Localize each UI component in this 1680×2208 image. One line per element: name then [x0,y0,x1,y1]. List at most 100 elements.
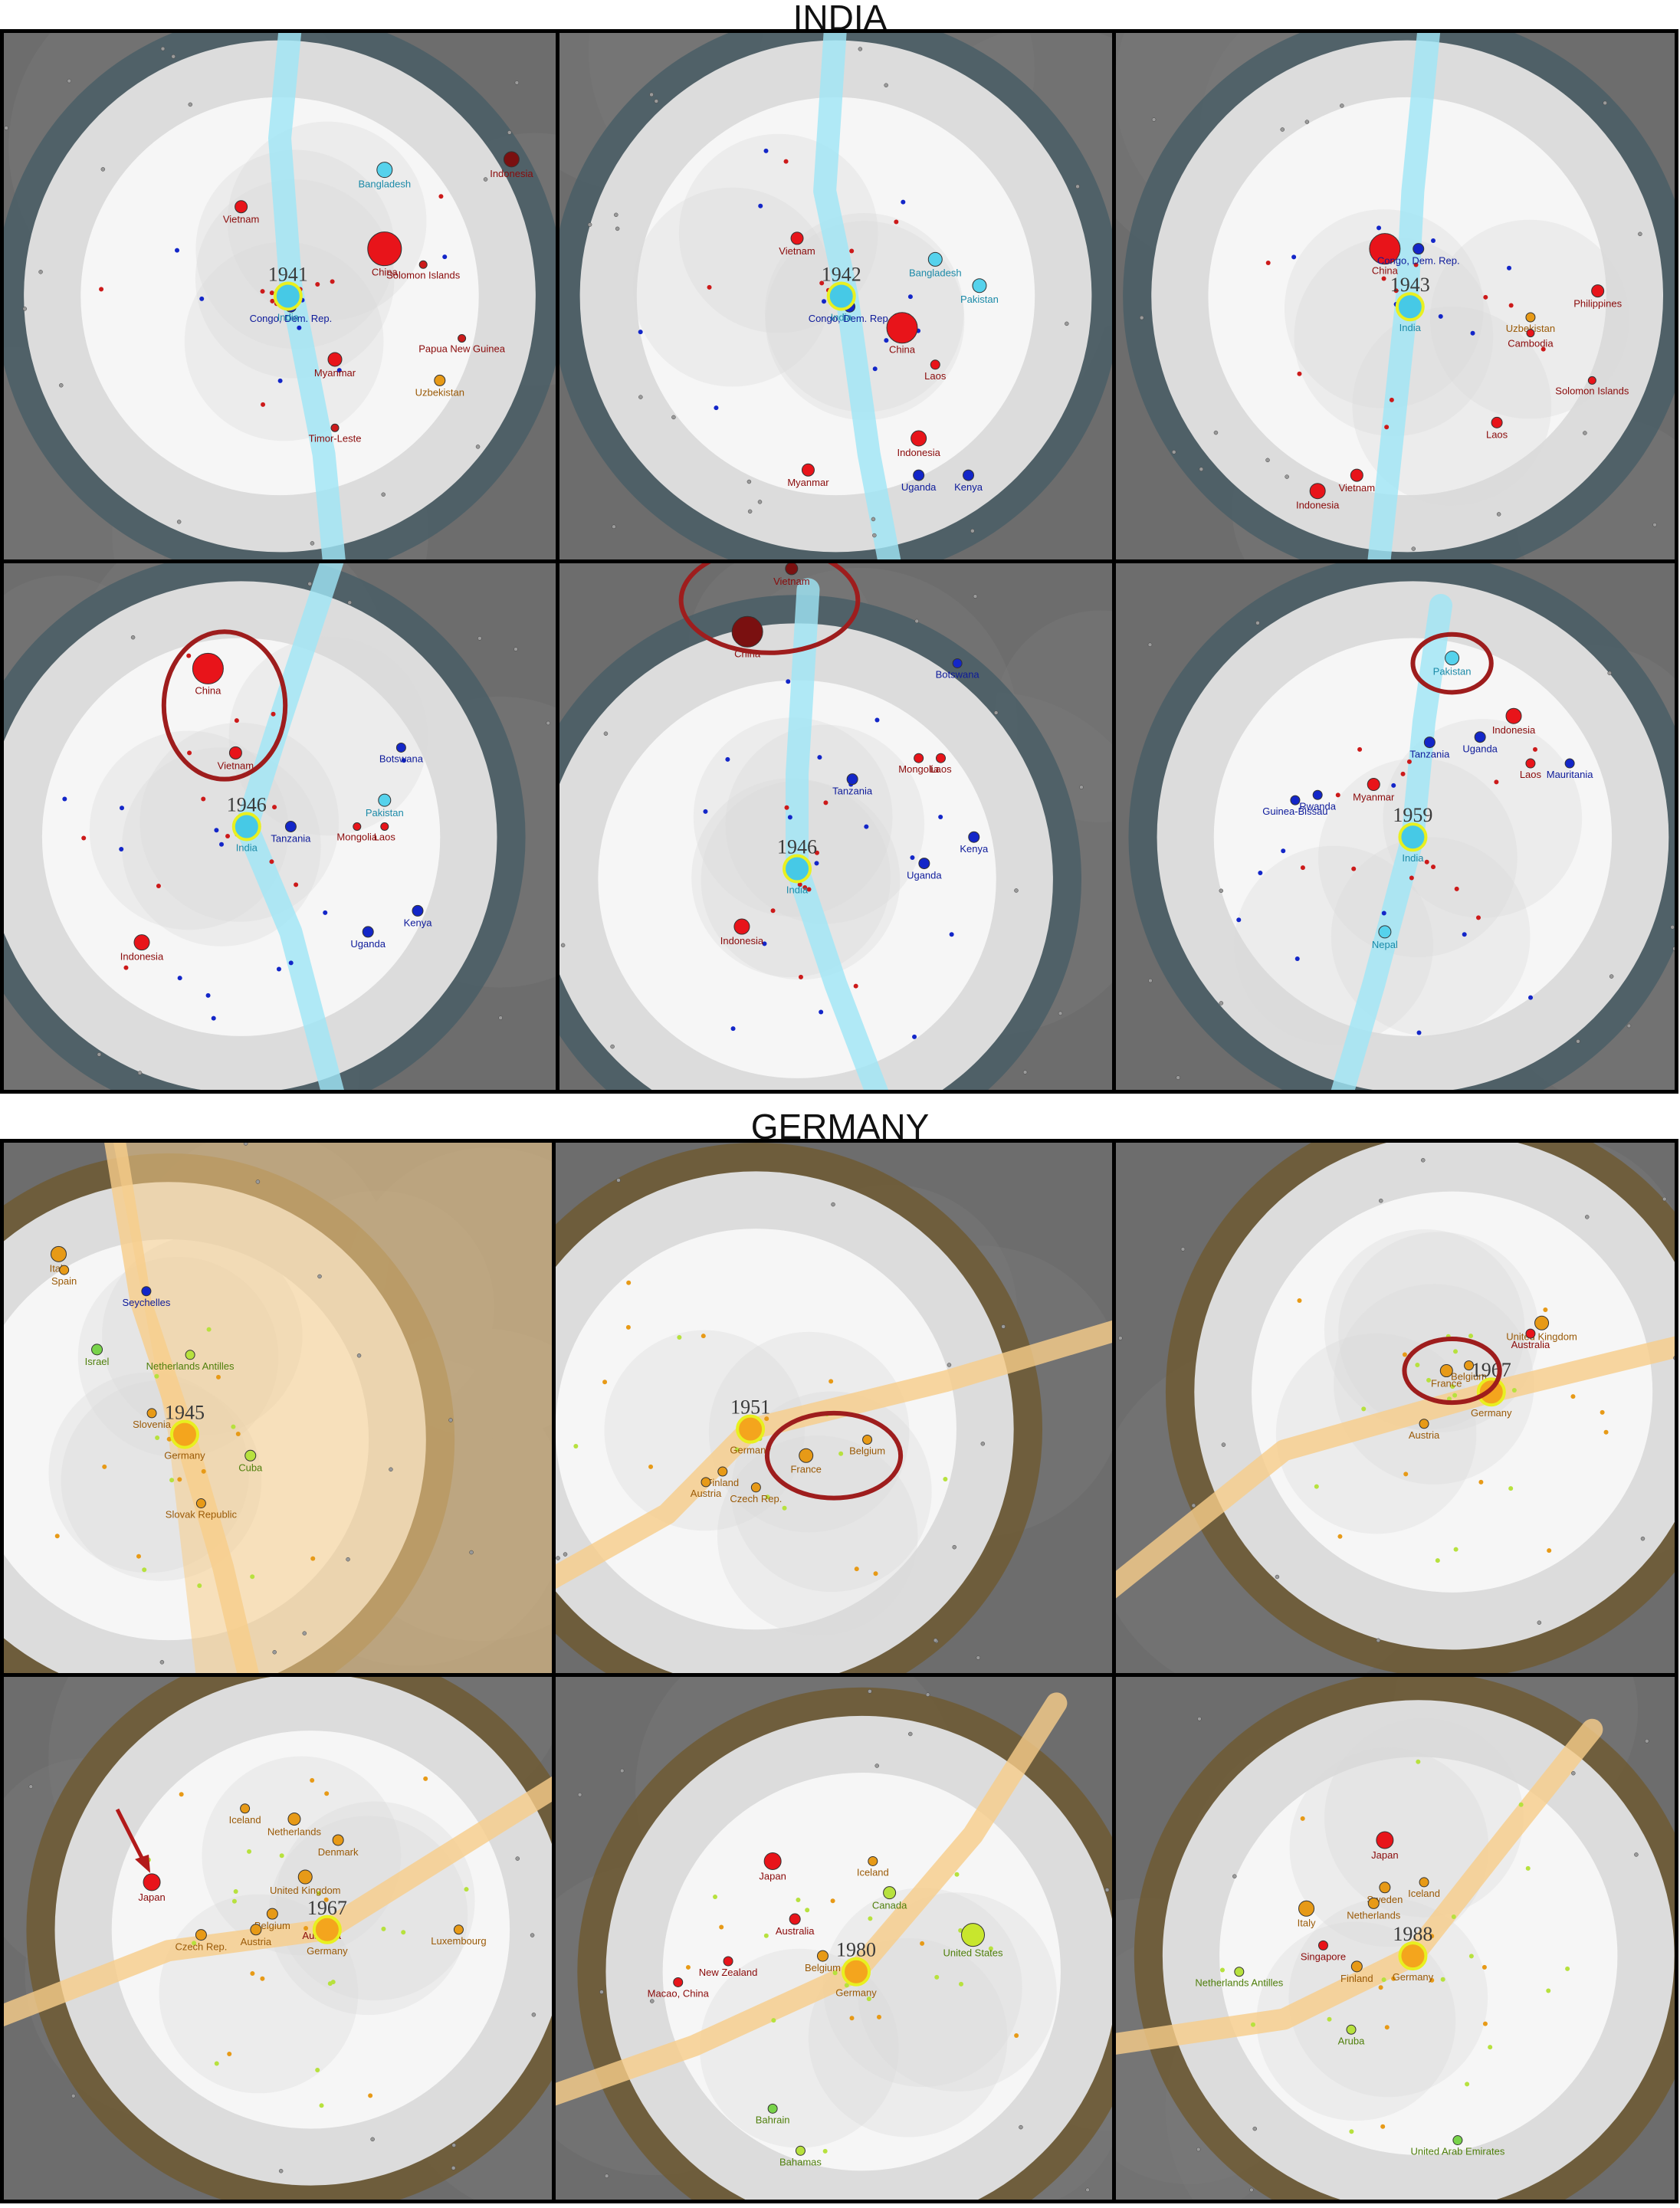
focus-country-dot [1395,292,1425,322]
country-node: Indonesia [720,918,764,947]
country-dot [1591,284,1605,298]
country-dot [1439,1364,1453,1378]
country-node: Uganda [350,926,386,950]
highlight-ellipse [161,629,288,782]
country-node: Austria [691,1477,722,1499]
germany-divider-1 [552,1139,556,2203]
country-node: Pakistan [1433,651,1472,677]
country-dot [731,615,763,648]
country-dot [763,1852,782,1870]
focus-country-dot [1398,1941,1428,1971]
focus-country-dot [842,1957,871,1987]
country-node: Uzbekistan [415,374,464,398]
germany-divider-row [0,1673,1678,1677]
country-node: China [1369,233,1401,277]
country-label: Uzbekistan [1506,323,1555,334]
country-node: Solomon Islands [1555,376,1629,396]
diagram-panel-germany-1988: Japan Iceland Sweden Italy Netherlands Singap… [1116,1677,1676,2203]
country-node: Pakistan [366,793,404,819]
diagram-canvas: JapanIcelandSwedenItalyNetherlandsSingap… [1116,1677,1676,2203]
country-node: Laos [1520,758,1542,780]
country-label: Bangladesh [909,267,962,278]
country-node: Cambodia [1508,329,1554,349]
diagram-panel-india-1959: Pakistan Indonesia Tanzania Uganda Laos Mauri… [1116,563,1676,1090]
country-label: Laos [930,763,952,775]
focus-country-label: India [277,312,300,323]
country-dot [1525,1328,1536,1339]
country-label: Pakistan [1433,666,1472,677]
country-label: Indonesia [720,935,764,947]
country-label: Bahrain [756,2114,790,2125]
country-label: China [1372,265,1399,277]
country-dot [1378,925,1392,939]
country-node: Mauritania [1547,758,1593,780]
country-node: China [886,312,918,356]
country-dot [913,469,925,481]
country-node: Indonesia [897,430,941,458]
country-label: Italy [1298,1917,1316,1928]
country-label: Myanmar [787,477,829,488]
country-dot [801,463,815,477]
country-node: Belgium [849,1435,885,1457]
country-dot [914,753,924,763]
country-dot [503,151,520,168]
diagram-panel-india-1942: Vietnam Bangladesh Pakistan Congo, Dem. Rep… [559,33,1112,559]
country-label: Aruba [1338,2035,1365,2046]
country-label: Belgium [805,1962,841,1973]
flow-stream [4,1776,552,2026]
country-dot [195,1498,206,1509]
country-dot [1505,707,1522,724]
country-label: Vietnam [1339,482,1375,494]
country-dot [1379,1882,1391,1894]
country-node: Iceland [1408,1877,1440,1899]
country-node: Uganda [1462,731,1498,755]
year-label: 1943 [1390,274,1430,296]
country-dot [733,918,750,935]
country-node: Italy [1298,1900,1316,1928]
diagram-canvas: Japan Iceland Canada Australia United States… [556,1677,1112,2203]
country-label: New Zealand [699,1967,758,1978]
country-dot [883,1886,897,1900]
country-node: Aruba [1338,2024,1365,2046]
country-node: Indonesia [490,151,533,179]
diagram-panel-germany-1980: Japan Iceland Canada Australia United States… [556,1677,1112,2203]
country-label: Kenya [954,481,983,493]
highlight-ellipse [1402,1337,1502,1406]
country-node: Australia [776,1913,815,1937]
country-dot [1350,468,1363,482]
country-label: Spain [51,1275,77,1287]
country-node: Rwanda [1299,789,1337,812]
country-dot [767,2103,778,2114]
country-node: Kenya [404,904,432,928]
focus-country-dot [312,1914,342,1944]
country-label: Denmark [318,1846,359,1858]
diagram-panel-india-1946: China Vietnam Botswana Pakistan Tanzania Mong… [4,563,556,1090]
year-label: 1942 [822,264,861,286]
focus-country-dot [169,1419,199,1449]
country-node: Japan [759,1852,786,1882]
country-dot [1350,1960,1363,1973]
country-dot [1369,233,1401,265]
country-node: Iceland [857,1855,889,1878]
diagram-panel-india-1946: Vietnam China Botswana Tanzania Mongolia Laos… [559,563,1112,1090]
country-label: Solomon Islands [1555,385,1629,396]
focus-country-dot [273,281,303,311]
country-dot [266,1908,278,1920]
country-dot [378,793,392,807]
country-node: Pakistan [960,278,999,305]
country-label: Mongolia [898,763,940,775]
country-node: Mongolia [336,822,378,843]
country-dot [1525,312,1536,323]
country-label: Indonesia [490,168,533,179]
country-dot [717,1466,728,1477]
country-label: France [1431,1378,1462,1389]
country-label: Austria [1409,1429,1440,1441]
country-node: Finland [706,1466,739,1488]
country-node: Spain [51,1265,77,1287]
country-dot [185,1350,195,1360]
country-dot [250,1924,262,1936]
country-label: Laos [1486,428,1508,440]
focus-country-label: Germany [1471,1407,1512,1419]
